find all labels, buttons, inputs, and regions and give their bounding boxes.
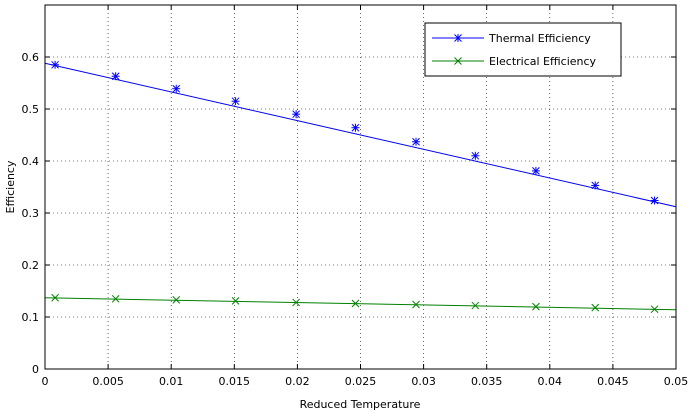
x-tick-label: 0.005 xyxy=(92,375,124,388)
data-point-thermal xyxy=(351,123,360,132)
x-axis-label: Reduced Temperature xyxy=(300,398,421,411)
data-point-thermal xyxy=(51,60,60,69)
data-point-thermal xyxy=(292,110,301,119)
y-tick-label: 0.4 xyxy=(22,155,40,168)
y-tick-label: 0.2 xyxy=(22,259,40,272)
legend-label-thermal: Thermal Efficiency xyxy=(488,32,591,45)
x-tick-label: 0.025 xyxy=(345,375,377,388)
data-point-thermal xyxy=(172,84,181,93)
data-point-electrical xyxy=(591,303,600,312)
legend-label-electrical: Electrical Efficiency xyxy=(489,55,597,68)
data-point-electrical xyxy=(650,305,659,314)
data-point-electrical xyxy=(231,297,240,305)
y-tick-label: 0.5 xyxy=(22,103,40,116)
x-tick-label: 0.01 xyxy=(159,375,184,388)
data-point-thermal xyxy=(531,166,540,175)
axis-ticks xyxy=(44,5,677,370)
y-tick-label: 0.3 xyxy=(22,207,40,220)
y-tick-label: 0.1 xyxy=(22,311,40,324)
x-tick-label: 0.045 xyxy=(597,375,629,388)
x-tick-labels: 0 0.005 0.01 0.015 0.02 0.025 0.03 0.035 0.04 0.0… xyxy=(42,375,688,388)
data-point-electrical xyxy=(51,293,59,302)
data-point-electrical xyxy=(351,299,360,308)
series-layer xyxy=(44,60,677,314)
legend: Thermal Efficiency Electrical Efficiency xyxy=(424,22,622,77)
data-point-electrical xyxy=(172,295,181,304)
legend-box xyxy=(424,22,622,77)
data-point-electrical xyxy=(471,301,480,310)
legend-marker-electrical xyxy=(454,57,462,65)
x-tick-label: 0.035 xyxy=(471,375,503,388)
legend-marker-thermal xyxy=(454,34,462,42)
y-tick-labels: 0 0.1 0.2 0.3 0.4 0.5 0.6 xyxy=(22,51,40,376)
x-tick-label: 0.03 xyxy=(411,375,436,388)
x-tick-label: 0.015 xyxy=(219,375,251,388)
data-point-thermal xyxy=(231,97,240,106)
data-point-thermal xyxy=(111,72,120,81)
data-point-thermal xyxy=(591,181,600,190)
x-tick-label: 0 xyxy=(42,375,49,388)
series-line-thermal xyxy=(44,62,677,208)
data-point-electrical xyxy=(292,298,300,307)
data-point-thermal xyxy=(412,137,421,146)
data-point-electrical xyxy=(412,300,420,309)
series-line-electrical xyxy=(44,297,677,311)
x-tick-label: 0.04 xyxy=(538,375,563,388)
data-point-electrical xyxy=(111,294,120,303)
data-point-thermal xyxy=(650,196,659,205)
data-point-thermal xyxy=(471,151,480,160)
y-tick-label: 0 xyxy=(32,363,39,376)
y-axis-label: Efficiency xyxy=(4,160,17,213)
x-tick-label: 0.05 xyxy=(664,375,688,388)
x-tick-label: 0.02 xyxy=(285,375,310,388)
y-tick-label: 0.6 xyxy=(22,51,40,64)
data-point-electrical xyxy=(532,302,540,311)
